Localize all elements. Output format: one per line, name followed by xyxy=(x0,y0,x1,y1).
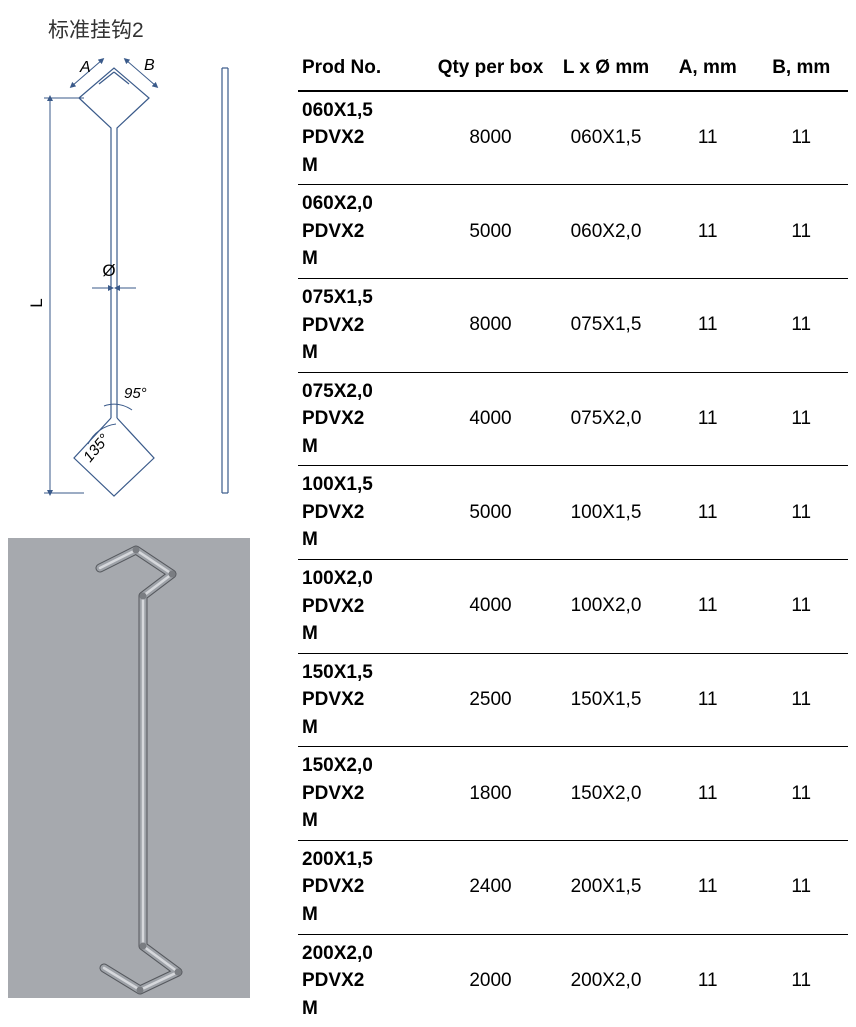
cell-b: 11 xyxy=(755,559,849,653)
cell-a: 11 xyxy=(661,559,755,653)
cell-prod: 060X2,0 PDVX2 M xyxy=(298,185,430,279)
cell-qty: 5000 xyxy=(430,185,551,279)
cell-prod: 200X1,5 PDVX2 M xyxy=(298,840,430,934)
cell-b: 11 xyxy=(755,279,849,373)
cell-a: 11 xyxy=(661,840,755,934)
cell-prod: 150X2,0 PDVX2 M xyxy=(298,747,430,841)
cell-lxd: 075X1,5 xyxy=(551,279,661,373)
cell-lxd: 060X2,0 xyxy=(551,185,661,279)
angle-135-label: 135° xyxy=(80,431,113,466)
diagram-area: L A B Ø 95° xyxy=(4,48,284,948)
technical-drawing: L A B Ø 95° xyxy=(4,48,284,488)
table-row: 075X2,0 PDVX2 M4000075X2,01111 xyxy=(298,372,848,466)
cell-qty: 8000 xyxy=(430,279,551,373)
dim-A-label: A xyxy=(79,59,91,76)
cell-lxd: 150X2,0 xyxy=(551,747,661,841)
table-row: 200X2,0 PDVX2 M2000200X2,01111 xyxy=(298,934,848,1027)
col-header-prod: Prod No. xyxy=(298,50,430,91)
cell-prod: 060X1,5 PDVX2 M xyxy=(298,91,430,185)
cell-a: 11 xyxy=(661,372,755,466)
cell-a: 11 xyxy=(661,185,755,279)
table-row: 150X2,0 PDVX2 M1800150X2,01111 xyxy=(298,747,848,841)
cell-qty: 2000 xyxy=(430,934,551,1027)
table-row: 060X1,5 PDVX2 M8000060X1,51111 xyxy=(298,91,848,185)
cell-b: 11 xyxy=(755,91,849,185)
cell-lxd: 060X1,5 xyxy=(551,91,661,185)
cell-lxd: 100X1,5 xyxy=(551,466,661,560)
hook-render xyxy=(8,538,250,998)
cell-prod: 100X1,5 PDVX2 M xyxy=(298,466,430,560)
cell-prod: 150X1,5 PDVX2 M xyxy=(298,653,430,747)
cell-lxd: 200X2,0 xyxy=(551,934,661,1027)
cell-b: 11 xyxy=(755,185,849,279)
cell-qty: 8000 xyxy=(430,91,551,185)
table-row: 060X2,0 PDVX2 M5000060X2,01111 xyxy=(298,185,848,279)
col-header-lxd: L x Ø mm xyxy=(551,50,661,91)
table-row: 100X2,0 PDVX2 M4000100X2,01111 xyxy=(298,559,848,653)
cell-b: 11 xyxy=(755,653,849,747)
cell-b: 11 xyxy=(755,747,849,841)
cell-prod: 100X2,0 PDVX2 M xyxy=(298,559,430,653)
cell-b: 11 xyxy=(755,840,849,934)
cell-b: 11 xyxy=(755,934,849,1027)
cell-lxd: 200X1,5 xyxy=(551,840,661,934)
dim-diameter-label: Ø xyxy=(102,261,115,280)
cell-prod: 075X2,0 PDVX2 M xyxy=(298,372,430,466)
spec-table: Prod No. Qty per box L x Ø mm A, mm B, m… xyxy=(298,50,848,1027)
cell-prod: 075X1,5 PDVX2 M xyxy=(298,279,430,373)
dim-B-label: B xyxy=(144,57,155,74)
table-row: 150X1,5 PDVX2 M2500150X1,51111 xyxy=(298,653,848,747)
table-row: 075X1,5 PDVX2 M8000075X1,51111 xyxy=(298,279,848,373)
cell-qty: 4000 xyxy=(430,559,551,653)
cell-a: 11 xyxy=(661,747,755,841)
cell-a: 11 xyxy=(661,653,755,747)
cell-a: 11 xyxy=(661,279,755,373)
cell-lxd: 150X1,5 xyxy=(551,653,661,747)
cell-qty: 1800 xyxy=(430,747,551,841)
col-header-qty: Qty per box xyxy=(430,50,551,91)
cell-lxd: 075X2,0 xyxy=(551,372,661,466)
cell-qty: 5000 xyxy=(430,466,551,560)
page-title: 标准挂钩2 xyxy=(48,14,144,44)
cell-b: 11 xyxy=(755,466,849,560)
cell-a: 11 xyxy=(661,91,755,185)
spec-table-area: Prod No. Qty per box L x Ø mm A, mm B, m… xyxy=(298,50,848,1027)
cell-qty: 2500 xyxy=(430,653,551,747)
cell-qty: 2400 xyxy=(430,840,551,934)
cell-a: 11 xyxy=(661,466,755,560)
cell-b: 11 xyxy=(755,372,849,466)
table-row: 100X1,5 PDVX2 M5000100X1,51111 xyxy=(298,466,848,560)
cell-prod: 200X2,0 PDVX2 M xyxy=(298,934,430,1027)
table-row: 200X1,5 PDVX2 M2400200X1,51111 xyxy=(298,840,848,934)
dim-L-label: L xyxy=(27,298,46,307)
col-header-a: A, mm xyxy=(661,50,755,91)
cell-qty: 4000 xyxy=(430,372,551,466)
angle-95-label: 95° xyxy=(124,385,147,402)
cell-lxd: 100X2,0 xyxy=(551,559,661,653)
cell-a: 11 xyxy=(661,934,755,1027)
col-header-b: B, mm xyxy=(755,50,849,91)
